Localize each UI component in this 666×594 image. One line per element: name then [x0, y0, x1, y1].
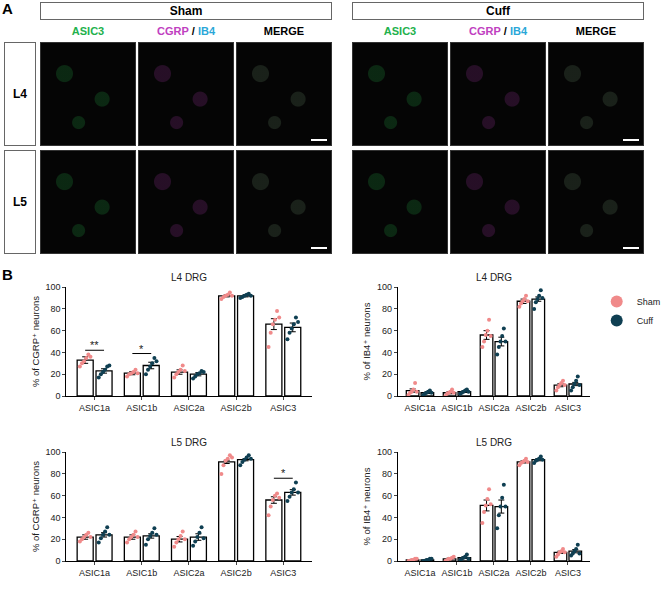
- svg-text:0: 0: [55, 391, 60, 401]
- svg-text:*: *: [281, 467, 286, 479]
- svg-text:ASIC2a: ASIC2a: [173, 403, 204, 413]
- svg-text:0: 0: [387, 556, 392, 566]
- html-text:A: A: [2, 0, 13, 17]
- svg-text:20: 20: [50, 369, 60, 379]
- svg-text:ASIC2b: ASIC2b: [221, 403, 252, 413]
- svg-text:% of IB4⁺ neurons: % of IB4⁺ neurons: [361, 467, 372, 545]
- svg-text:ASIC2b: ASIC2b: [515, 403, 546, 413]
- svg-text:ASIC1b: ASIC1b: [441, 568, 472, 578]
- svg-text:ASIC1a: ASIC1a: [404, 568, 435, 578]
- svg-text:*: *: [139, 343, 144, 355]
- svg-text:ASIC3: ASIC3: [555, 403, 581, 413]
- svg-text:100: 100: [45, 282, 60, 292]
- html-text:CGRP / IB4: CGRP / IB4: [157, 25, 215, 37]
- svg-text:ASIC2a: ASIC2a: [173, 568, 204, 578]
- svg-text:40: 40: [382, 513, 392, 523]
- svg-text:40: 40: [50, 513, 60, 523]
- svg-text:% of IB4⁺ neurons: % of IB4⁺ neurons: [361, 302, 372, 380]
- svg-text:40: 40: [382, 348, 392, 358]
- svg-text:ASIC1b: ASIC1b: [126, 403, 157, 413]
- svg-text:80: 80: [50, 304, 60, 314]
- svg-text:100: 100: [377, 282, 392, 292]
- svg-text:ASIC1a: ASIC1a: [404, 403, 435, 413]
- svg-text:ASIC2b: ASIC2b: [515, 568, 546, 578]
- svg-text:60: 60: [50, 491, 60, 501]
- svg-text:% of CGRP⁺ neurons: % of CGRP⁺ neurons: [30, 296, 41, 387]
- svg-text:ASIC1a: ASIC1a: [79, 568, 110, 578]
- html-text:CGRP / IB4: CGRP / IB4: [469, 25, 527, 37]
- svg-text:60: 60: [50, 326, 60, 336]
- svg-text:ASIC2a: ASIC2a: [478, 403, 509, 413]
- html-text:L5: L5: [13, 195, 27, 209]
- svg-text:100: 100: [45, 447, 60, 457]
- svg-text:ASIC3: ASIC3: [270, 568, 296, 578]
- svg-text:ASIC2b: ASIC2b: [221, 568, 252, 578]
- svg-text:20: 20: [382, 534, 392, 544]
- html-text:ASIC3: ASIC3: [383, 25, 417, 37]
- html-text:B: B: [2, 266, 13, 283]
- svg-text:100: 100: [377, 447, 392, 457]
- html-text:ASIC3: ASIC3: [71, 25, 105, 37]
- html-text:Cuff: Cuff: [486, 4, 510, 18]
- svg-text:ASIC1a: ASIC1a: [79, 403, 110, 413]
- html-text:MERGE: MERGE: [575, 25, 617, 37]
- svg-text:40: 40: [50, 348, 60, 358]
- svg-text:L4 DRG: L4 DRG: [476, 272, 512, 283]
- svg-text:L5 DRG: L5 DRG: [476, 437, 512, 448]
- svg-text:% of CGRP⁺ neurons: % of CGRP⁺ neurons: [30, 461, 41, 552]
- svg-text:ASIC3: ASIC3: [555, 568, 581, 578]
- svg-text:Cuff: Cuff: [637, 316, 654, 326]
- svg-text:ASIC2a: ASIC2a: [478, 568, 509, 578]
- svg-text:**: **: [90, 339, 99, 351]
- svg-text:ASIC3: ASIC3: [270, 403, 296, 413]
- html-text:Sham: Sham: [169, 4, 203, 18]
- svg-text:60: 60: [382, 491, 392, 501]
- svg-text:60: 60: [382, 326, 392, 336]
- svg-text:80: 80: [50, 469, 60, 479]
- html-text:MERGE: MERGE: [263, 25, 305, 37]
- svg-text:80: 80: [382, 304, 392, 314]
- svg-text:ASIC1b: ASIC1b: [126, 568, 157, 578]
- html-text:L4: L4: [13, 87, 27, 101]
- svg-text:L5 DRG: L5 DRG: [171, 437, 207, 448]
- svg-text:0: 0: [55, 556, 60, 566]
- svg-text:80: 80: [382, 469, 392, 479]
- svg-text:20: 20: [50, 534, 60, 544]
- svg-text:20: 20: [382, 369, 392, 379]
- svg-text:ASIC1b: ASIC1b: [441, 403, 472, 413]
- svg-text:Sham: Sham: [637, 297, 661, 307]
- svg-text:L4 DRG: L4 DRG: [171, 272, 207, 283]
- svg-text:0: 0: [387, 391, 392, 401]
